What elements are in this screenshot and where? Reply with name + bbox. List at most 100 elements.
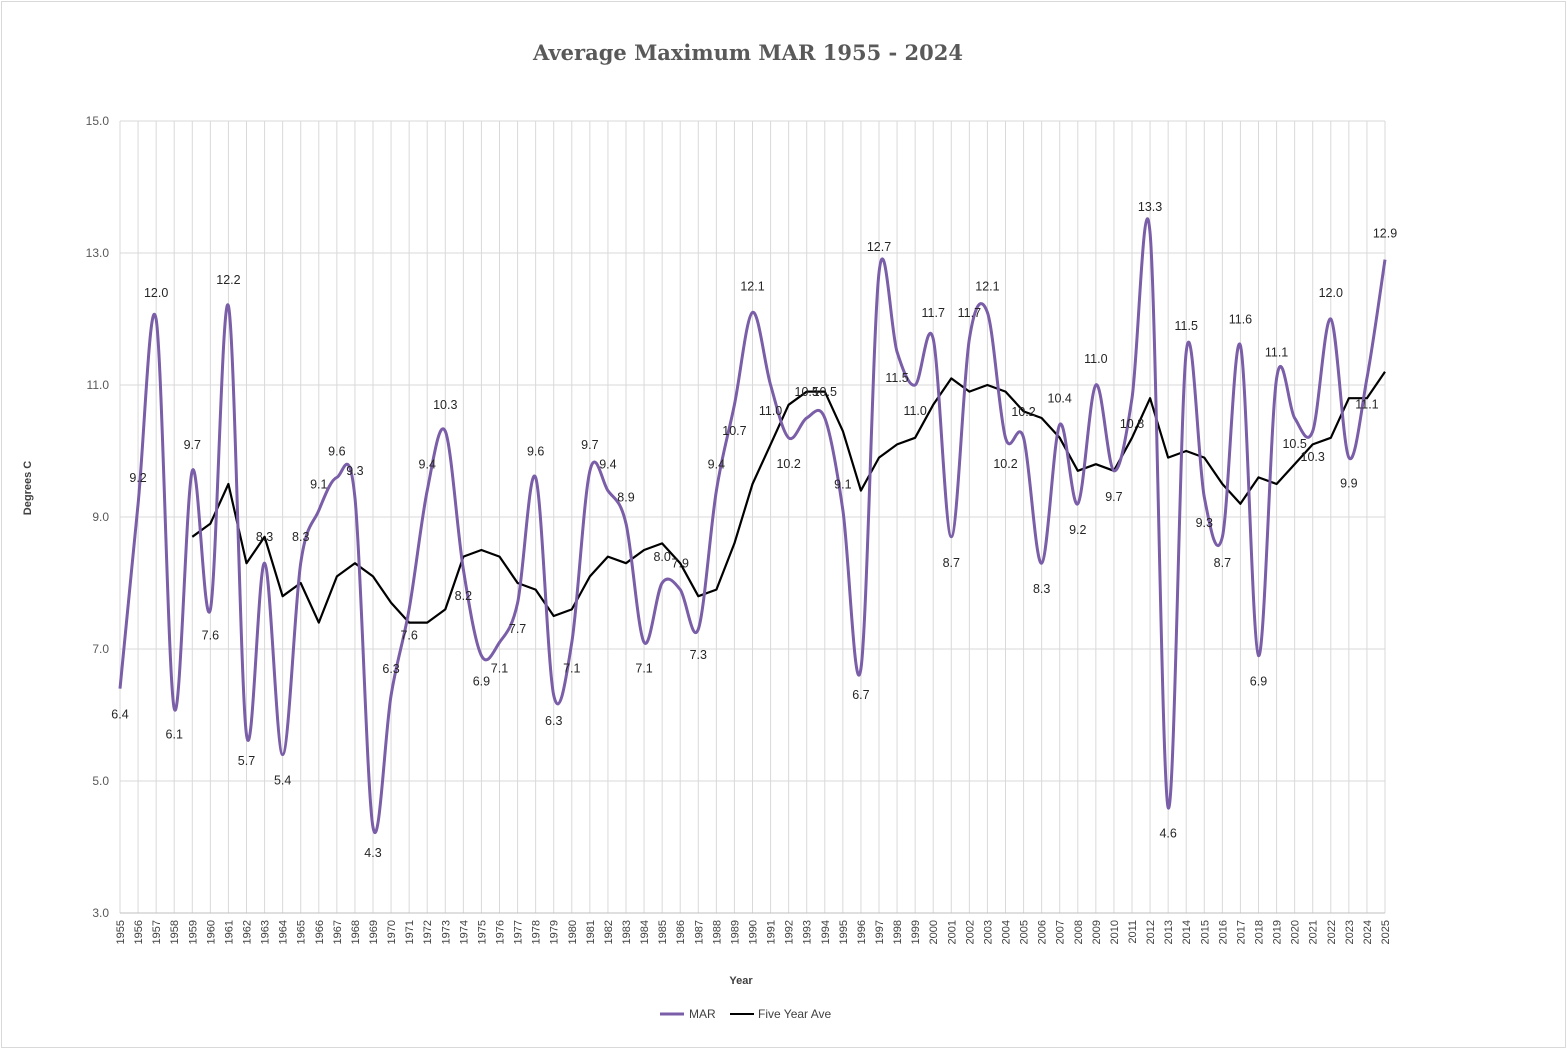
x-tick-label: 2009 bbox=[1091, 920, 1103, 944]
x-tick-label: 2019 bbox=[1272, 920, 1284, 944]
y-tick-label: 11.0 bbox=[87, 378, 110, 392]
x-tick-label: 2018 bbox=[1254, 920, 1266, 944]
mar-data-label: 9.4 bbox=[419, 458, 436, 472]
mar-data-label: 5.4 bbox=[274, 774, 291, 788]
x-tick-label: 2011 bbox=[1127, 920, 1139, 944]
mar-data-label: 10.2 bbox=[1011, 405, 1035, 419]
mar-data-label: 11.0 bbox=[903, 404, 926, 418]
mar-data-label: 6.9 bbox=[473, 675, 490, 689]
x-tick-label: 1986 bbox=[675, 920, 687, 944]
mar-data-label: 10.3 bbox=[433, 398, 457, 412]
mar-data-label: 7.6 bbox=[202, 628, 219, 642]
mar-data-label: 10.8 bbox=[1120, 417, 1144, 431]
x-tick-label: 2012 bbox=[1145, 920, 1157, 944]
x-tick-label: 1966 bbox=[314, 920, 326, 944]
mar-data-label: 9.2 bbox=[129, 471, 146, 485]
x-tick-label: 2014 bbox=[1181, 920, 1193, 944]
y-tick-label: 3.0 bbox=[92, 906, 109, 920]
y-tick-label: 15.0 bbox=[86, 114, 110, 128]
mar-data-label: 10.2 bbox=[776, 457, 800, 471]
x-tick-label: 1993 bbox=[802, 920, 814, 944]
mar-data-label: 7.1 bbox=[491, 661, 508, 675]
mar-data-label: 10.5 bbox=[795, 385, 819, 399]
x-tick-label: 1961 bbox=[223, 920, 235, 944]
y-axis-title: Degrees C bbox=[22, 461, 34, 515]
mar-data-label: 7.3 bbox=[690, 648, 707, 662]
x-tick-label: 1996 bbox=[856, 920, 868, 944]
mar-data-label: 12.1 bbox=[975, 279, 999, 293]
mar-series bbox=[118, 217, 1387, 834]
x-tick-label: 2013 bbox=[1163, 920, 1175, 944]
x-tick-label: 2003 bbox=[982, 920, 994, 944]
mar-data-label: 7.6 bbox=[400, 628, 417, 642]
mar-data-label: 9.1 bbox=[834, 477, 851, 491]
x-tick-label: 2017 bbox=[1235, 920, 1247, 944]
x-tick-label: 1967 bbox=[332, 920, 344, 944]
x-tick-label: 2016 bbox=[1217, 920, 1229, 944]
x-axis-title: Year bbox=[729, 975, 753, 987]
x-tick-label: 1997 bbox=[874, 920, 886, 944]
x-tick-label: 1962 bbox=[242, 920, 254, 944]
chart-title: Average Maximum MAR 1955 - 2024 bbox=[532, 40, 963, 65]
mar-data-label: 11.1 bbox=[1355, 397, 1378, 411]
x-tick-label: 2006 bbox=[1037, 920, 1049, 944]
mar-data-label: 8.3 bbox=[292, 530, 309, 544]
mar-data-label: 11.5 bbox=[1175, 319, 1198, 333]
mar-data-label: 11.7 bbox=[958, 306, 981, 320]
x-tick-label: 1985 bbox=[657, 920, 669, 944]
mar-data-label: 7.9 bbox=[672, 557, 689, 571]
x-tick-label: 1991 bbox=[766, 920, 778, 944]
mar-line bbox=[118, 217, 1387, 834]
mar-data-label: 8.7 bbox=[943, 556, 960, 570]
mar-data-label: 11.0 bbox=[1084, 352, 1107, 366]
mar-data-label: 10.5 bbox=[1282, 437, 1306, 451]
mar-data-label: 11.7 bbox=[922, 306, 945, 320]
mar-data-label: 11.1 bbox=[1265, 345, 1288, 359]
mar-data-label: 8.0 bbox=[653, 550, 670, 564]
x-tick-label: 2015 bbox=[1199, 920, 1211, 944]
x-tick-label: 1964 bbox=[278, 920, 290, 944]
x-tick-label: 1960 bbox=[205, 920, 217, 944]
x-tick-label: 1988 bbox=[711, 920, 723, 944]
x-tick-label: 1972 bbox=[422, 920, 434, 944]
x-tick-label: 1981 bbox=[585, 920, 597, 944]
mar-data-label: 9.6 bbox=[328, 444, 345, 458]
mar-data-label: 12.7 bbox=[867, 240, 891, 254]
x-tick-label: 1970 bbox=[386, 920, 398, 944]
x-tick-label: 1999 bbox=[910, 920, 922, 944]
mar-data-label: 9.7 bbox=[581, 438, 598, 452]
mar-data-label: 9.7 bbox=[1105, 490, 1122, 504]
mar-data-label: 10.2 bbox=[993, 457, 1017, 471]
mar-data-label: 9.4 bbox=[599, 458, 616, 472]
axes: 3.0 5.0 7.0 9.0 11.0 13.0 15.0 1955 1956 1957 1958… bbox=[86, 114, 1392, 944]
mar-data-label: 9.4 bbox=[708, 458, 725, 472]
x-tick-label: 2010 bbox=[1109, 920, 1121, 944]
mar-data-label: 6.3 bbox=[382, 662, 399, 676]
mar-data-label: 12.0 bbox=[1319, 286, 1343, 300]
mar-data-label: 6.7 bbox=[852, 688, 869, 702]
x-tick-label: 1955 bbox=[115, 920, 127, 944]
mar-data-label: 6.1 bbox=[166, 727, 183, 741]
x-tick-label: 1983 bbox=[621, 920, 633, 944]
mar-data-label: 6.4 bbox=[111, 708, 128, 722]
x-tick-label: 1984 bbox=[639, 920, 651, 944]
x-tick-label: 2000 bbox=[928, 920, 940, 944]
x-tick-label: 1995 bbox=[838, 920, 850, 944]
legend-five-year-label: Five Year Ave bbox=[758, 1007, 831, 1021]
mar-data-label: 9.7 bbox=[184, 438, 201, 452]
x-tick-label: 1989 bbox=[729, 920, 741, 944]
x-tick-label: 2002 bbox=[964, 920, 976, 944]
x-tick-label: 1987 bbox=[693, 920, 705, 944]
y-tick-label: 13.0 bbox=[86, 246, 110, 260]
x-tick-label: 1974 bbox=[458, 920, 470, 944]
x-tick-label: 2005 bbox=[1019, 920, 1031, 944]
x-tick-label: 1965 bbox=[296, 920, 308, 944]
mar-data-label: 12.0 bbox=[144, 286, 168, 300]
mar-data-label: 11.6 bbox=[1229, 312, 1252, 326]
legend: MAR Five Year Ave bbox=[660, 1007, 831, 1021]
y-tick-label: 5.0 bbox=[92, 774, 109, 788]
mar-data-label: 9.9 bbox=[1340, 477, 1357, 491]
mar-data-label: 9.2 bbox=[1069, 523, 1086, 537]
mar-data-label: 8.3 bbox=[1033, 582, 1050, 596]
